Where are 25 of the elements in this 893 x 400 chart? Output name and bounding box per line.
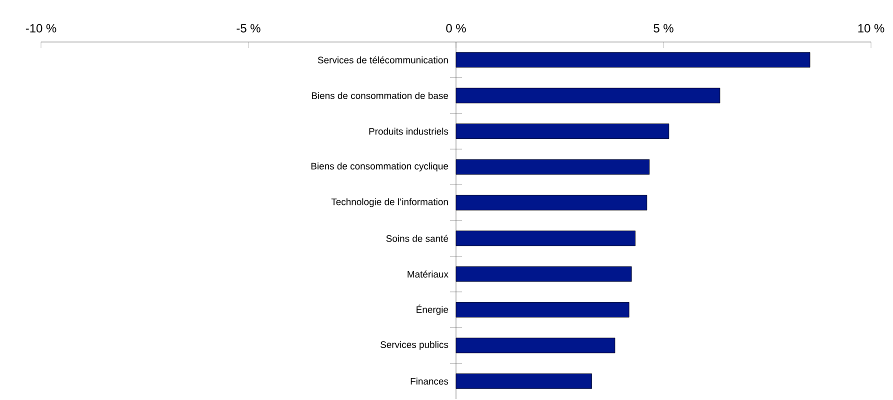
x-tick-label: 0 %	[446, 24, 466, 32]
bar	[456, 194, 648, 210]
bar	[456, 302, 630, 318]
x-tick-label: -10 %	[26, 24, 56, 32]
y-tick-label: Énergie	[416, 304, 448, 315]
x-tick-label: -5 %	[236, 24, 260, 32]
bar	[456, 338, 616, 354]
y-tick-label: Soins de santé	[386, 234, 448, 242]
bar	[456, 124, 670, 139]
bar	[456, 373, 592, 389]
x-tick-label: 10 %	[858, 24, 884, 32]
y-tick-label: Biens de consommation de base	[312, 92, 448, 100]
y-tick-label: Services de télécommunication	[318, 56, 448, 64]
bar	[456, 88, 720, 104]
y-tick-label: Biens de consommation cyclique	[311, 162, 448, 172]
y-tick-label: Produits industriels	[369, 128, 448, 135]
y-tick-label: Technologie de l’information	[331, 198, 448, 208]
bar	[456, 230, 636, 246]
bar	[456, 52, 810, 68]
y-tick-label: Services publics	[380, 341, 448, 350]
y-tick-label: Finances	[410, 378, 448, 385]
bar	[456, 266, 632, 282]
bar	[456, 159, 650, 175]
x-tick-label: 5 %	[654, 24, 674, 32]
y-tick-label: Matériaux	[408, 270, 448, 278]
